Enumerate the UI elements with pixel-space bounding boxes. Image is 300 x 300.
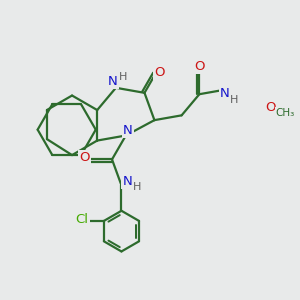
Text: O: O <box>265 101 276 114</box>
Text: O: O <box>154 66 164 79</box>
Text: N: N <box>108 75 118 88</box>
Text: N: N <box>220 87 230 100</box>
Text: Cl: Cl <box>76 213 88 226</box>
Text: O: O <box>194 60 205 73</box>
Text: O: O <box>79 151 90 164</box>
Text: H: H <box>119 72 127 82</box>
Text: N: N <box>122 175 132 188</box>
Text: H: H <box>133 182 142 192</box>
Text: N: N <box>123 124 133 137</box>
Text: H: H <box>230 94 238 105</box>
Text: CH₃: CH₃ <box>275 108 295 118</box>
